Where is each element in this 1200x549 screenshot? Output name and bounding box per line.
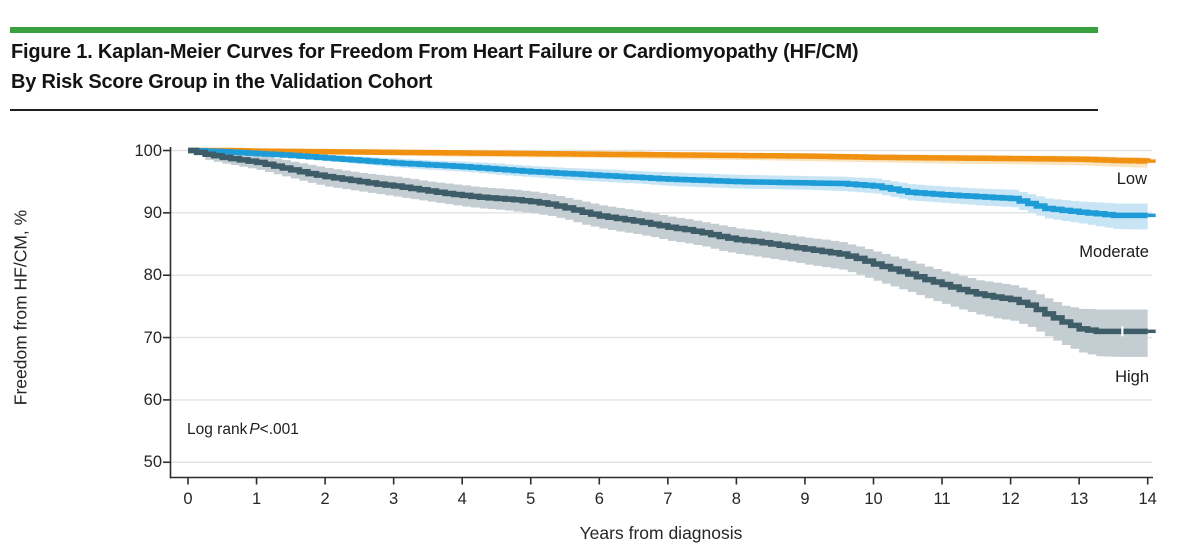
y-tick-label-80: 80 bbox=[143, 266, 162, 285]
x-tick-label-9: 9 bbox=[800, 490, 810, 508]
y-tick-label-70: 70 bbox=[143, 328, 162, 347]
log-rank-annotation: Log rank P<.001 bbox=[187, 421, 299, 439]
figure-title-line1: Figure 1. Kaplan-Meier Curves for Freedo… bbox=[11, 41, 859, 63]
y-tick-label-100: 100 bbox=[134, 141, 162, 160]
km-curve-moderate bbox=[188, 147, 1148, 219]
log-rank-prefix: Log rank bbox=[187, 421, 248, 438]
km-curve-low bbox=[188, 147, 1151, 164]
title-divider-rule bbox=[10, 109, 1098, 111]
y-tick-label-90: 90 bbox=[143, 203, 162, 222]
x-tick-label-3: 3 bbox=[389, 490, 399, 508]
x-axis-title: Years from diagnosis bbox=[579, 523, 743, 543]
x-tick-label-0: 0 bbox=[183, 490, 193, 508]
x-tick-label-7: 7 bbox=[663, 490, 673, 508]
y-axis-title: Freedom from HF/CM, % bbox=[10, 209, 31, 406]
x-tick-label-5: 5 bbox=[526, 490, 536, 508]
x-tick-label-1: 1 bbox=[251, 490, 262, 508]
series-label-high: High bbox=[1115, 368, 1149, 386]
y-tick-label-60: 60 bbox=[143, 390, 162, 409]
x-tick-label-10: 10 bbox=[864, 490, 883, 508]
x-tick-label-14: 14 bbox=[1138, 490, 1157, 508]
series-label-moderate: Moderate bbox=[1079, 243, 1149, 261]
figure-title-line2: By Risk Score Group in the Validation Co… bbox=[11, 71, 433, 93]
x-tick-label-13: 13 bbox=[1069, 490, 1089, 508]
series-label-low: Low bbox=[1116, 170, 1147, 188]
y-tick-label-50: 50 bbox=[143, 453, 162, 472]
x-tick-label-6: 6 bbox=[594, 490, 604, 508]
ci-band-high bbox=[188, 150, 1148, 357]
x-tick-label-8: 8 bbox=[731, 490, 741, 508]
x-tick-label-2: 2 bbox=[320, 490, 330, 508]
ci-band-moderate bbox=[188, 150, 1148, 230]
x-tick-label-12: 12 bbox=[1001, 490, 1020, 508]
log-rank-p: P bbox=[249, 421, 260, 438]
x-tick-label-4: 4 bbox=[457, 490, 467, 508]
km-curve-high bbox=[188, 147, 1148, 335]
x-tick-label-11: 11 bbox=[933, 490, 951, 508]
accent-bar bbox=[10, 27, 1098, 33]
log-rank-value: <.001 bbox=[259, 421, 299, 438]
